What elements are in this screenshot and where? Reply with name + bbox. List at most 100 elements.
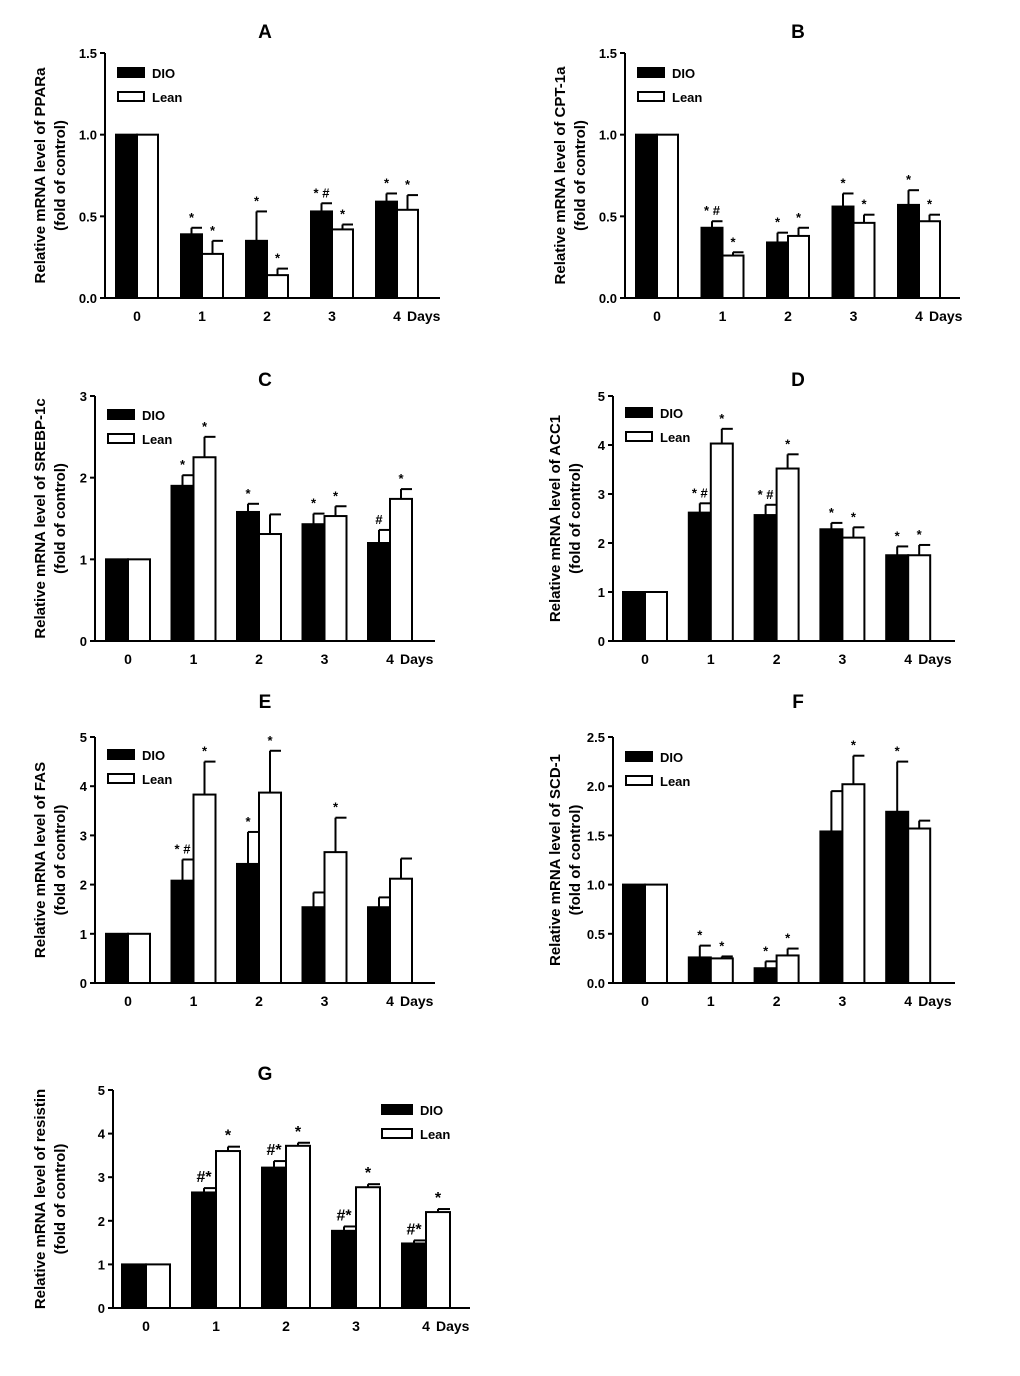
x-tick-label: 3 (839, 651, 847, 667)
y-tick-label: 5 (98, 1083, 105, 1098)
legend-swatch-dio (117, 67, 145, 78)
legend-swatch-lean (625, 775, 653, 786)
x-tick-label: 2 (773, 651, 781, 667)
significance-mark: * (719, 938, 725, 953)
bar-dio (622, 883, 646, 984)
legend-label: Lean (660, 430, 690, 445)
bar-lean (389, 497, 413, 642)
significance-mark: * (311, 496, 317, 511)
y-tick-label: 1.0 (587, 878, 605, 893)
significance-mark: * (851, 509, 857, 524)
bar-lean (331, 228, 354, 299)
bar-dio (753, 514, 778, 643)
y-axis-label: (fold of control) (567, 805, 584, 916)
significance-mark: * (384, 175, 390, 190)
significance-mark: * (225, 1128, 232, 1145)
x-tick-label: 1 (212, 1318, 220, 1334)
x-tick-label: 0 (133, 308, 141, 324)
y-tick-label: 2.0 (587, 779, 605, 794)
legend-label: Lean (152, 90, 182, 105)
x-axis-unit-label: Days (929, 308, 963, 324)
significance-mark: #* (266, 1142, 282, 1159)
legend-swatch-lean (381, 1128, 413, 1139)
significance-mark: * (861, 197, 867, 212)
significance-mark: * (202, 419, 208, 434)
bar-lean (323, 515, 348, 642)
bar-dio (375, 200, 398, 299)
bar-dio (236, 862, 260, 984)
x-tick-label: 4 (386, 993, 394, 1009)
bar-dio (367, 906, 391, 984)
y-tick-label: 3 (80, 828, 87, 843)
y-tick-label: 5 (598, 389, 605, 404)
significance-mark: * (365, 1165, 372, 1182)
significance-mark: * (895, 744, 901, 759)
bar-dio (885, 554, 910, 642)
bar-lean (258, 791, 282, 985)
bar-dio (121, 1263, 147, 1310)
y-tick-label: 2 (98, 1214, 105, 1229)
significance-mark: * (340, 207, 346, 222)
y-tick-label: 2.5 (587, 730, 605, 745)
x-tick-label: 4 (422, 1318, 430, 1334)
x-axis-unit-label: Days (400, 651, 434, 667)
y-tick-label: 0.0 (79, 291, 97, 306)
significance-mark: * (775, 215, 781, 230)
bar-lean (775, 954, 800, 984)
bar-dio (245, 239, 268, 299)
legend-label: DIO (152, 66, 175, 81)
bar-lean (787, 234, 810, 299)
significance-mark: * (906, 172, 912, 187)
x-tick-label: 1 (707, 993, 715, 1009)
bar-dio (635, 133, 658, 299)
bar-dio (819, 830, 844, 984)
bar-dio (261, 1166, 287, 1310)
bar-lean (285, 1144, 311, 1309)
bar-lean (656, 133, 679, 299)
bar-dio (766, 241, 789, 299)
bar-lean (215, 1150, 241, 1310)
bar-dio (622, 591, 646, 642)
significance-mark: * (785, 931, 791, 946)
bar-lean (721, 254, 745, 300)
significance-mark: #* (196, 1169, 212, 1186)
bar-lean (775, 467, 800, 642)
y-tick-label: 1 (80, 927, 87, 942)
significance-mark: #* (336, 1207, 352, 1224)
bar-lean (907, 827, 932, 985)
x-tick-label: 1 (198, 308, 206, 324)
panel-title: C (258, 370, 272, 391)
y-tick-label: 3 (80, 389, 87, 404)
y-tick-label: 0.5 (79, 209, 97, 224)
y-tick-label: 1.5 (587, 828, 605, 843)
significance-mark: * (796, 210, 802, 225)
significance-mark: * # (704, 203, 721, 218)
y-axis-label: Relative mRNA level of ACC1 (547, 415, 564, 622)
bar-lean (201, 252, 224, 299)
legend-label: DIO (660, 750, 683, 765)
x-tick-label: 1 (707, 651, 715, 667)
bar-lean (145, 1263, 171, 1310)
bar-dio (191, 1191, 217, 1309)
legend-label: DIO (660, 406, 683, 421)
y-axis-label: (fold of control) (567, 463, 584, 574)
panel-c: C 0 1 2 3 Relative mRNA level of SREBP-1c (fol… (32, 370, 435, 667)
x-tick-label: 0 (641, 651, 649, 667)
bar-lean (258, 533, 282, 642)
legend-label: Lean (142, 772, 172, 787)
significance-mark: * (189, 210, 195, 225)
x-axis-unit-label: Days (400, 993, 434, 1009)
x-tick-label: 4 (393, 308, 401, 324)
panel-title: B (791, 22, 805, 43)
significance-mark: * (829, 505, 835, 520)
x-tick-label: 2 (784, 308, 792, 324)
significance-mark: * (405, 177, 411, 192)
y-tick-label: 1.5 (79, 46, 97, 61)
x-tick-label: 2 (255, 651, 263, 667)
y-tick-label: 4 (598, 438, 606, 453)
significance-mark: * (785, 436, 791, 451)
legend-swatch-dio (107, 749, 135, 760)
panel-title: D (791, 370, 805, 391)
bar-lean (127, 932, 151, 984)
legend-swatch-dio (637, 67, 665, 78)
